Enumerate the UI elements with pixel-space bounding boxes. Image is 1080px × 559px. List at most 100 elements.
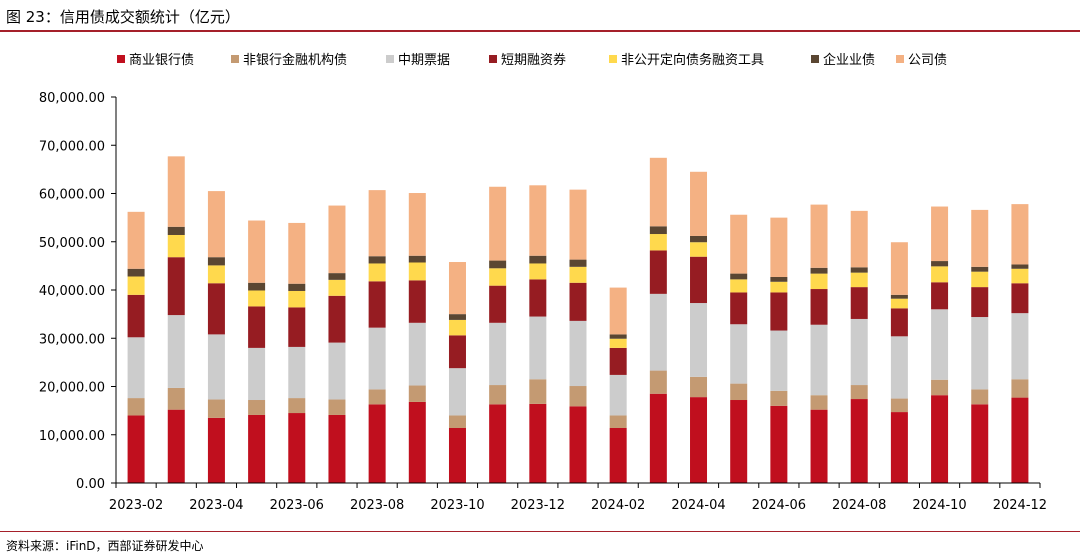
bar-segment-2024-07-s6 (810, 204, 828, 268)
x-tick-label: 2023-08 (350, 498, 404, 513)
bar-segment-2023-12-s5 (529, 255, 547, 264)
bar-segment-2023-09-s5 (408, 255, 426, 263)
bar-segment-2023-10-s5 (448, 314, 466, 320)
bar-segment-2023-11-s5 (489, 260, 507, 269)
bar-segment-2024-11-s4 (971, 271, 989, 288)
bar-segment-2023-05-s4 (248, 290, 266, 307)
bar-segment-2023-06-s1 (288, 398, 306, 414)
bar-segment-2023-06-s6 (288, 222, 306, 284)
bar-segment-2023-10-s2 (448, 368, 466, 416)
bar-segment-2024-02-s0 (609, 428, 627, 483)
legend-label: 企业业债 (823, 52, 875, 68)
bar-segment-2024-03-s3 (649, 250, 667, 294)
bar-segment-2023-03-s2 (167, 315, 185, 388)
bar-segment-2023-12-s2 (529, 316, 547, 380)
bar-segment-2024-05-s5 (730, 273, 748, 280)
legend-swatch (896, 55, 904, 63)
legend-swatch (231, 55, 239, 63)
x-tick-label: 2024-06 (752, 498, 806, 513)
bar-series-group (127, 156, 1029, 483)
bar-segment-2024-06-s4 (770, 281, 788, 293)
bar-segment-2024-01-s2 (569, 320, 587, 387)
bar-segment-2024-08-s5 (850, 267, 868, 273)
bar-segment-2023-09-s3 (408, 280, 426, 323)
bar-segment-2024-03-s5 (649, 226, 667, 235)
bar-segment-2024-11-s6 (971, 209, 989, 267)
bar-segment-2023-11-s2 (489, 322, 507, 386)
bar-segment-2024-01-s4 (569, 266, 587, 283)
bar-segment-2024-08-s6 (850, 210, 868, 268)
bar-segment-2023-06-s4 (288, 290, 306, 308)
bar-segment-2023-11-s6 (489, 186, 507, 261)
y-tick-label: 0.00 (76, 477, 105, 492)
bar-segment-2024-09-s3 (890, 308, 908, 337)
bar-segment-2024-12-s3 (1011, 283, 1029, 314)
y-tick-label: 80,000.00 (39, 91, 105, 106)
bar-segment-2023-05-s0 (248, 414, 266, 483)
bar-segment-2024-10-s4 (931, 266, 949, 283)
figure-header: 图 23：信用债成交额统计（亿元） (0, 0, 1080, 30)
bar-segment-2023-08-s4 (368, 263, 386, 282)
bar-segment-2024-09-s4 (890, 298, 908, 309)
bar-segment-2023-09-s1 (408, 385, 426, 402)
bar-segment-2023-09-s6 (408, 193, 426, 256)
bar-segment-2024-11-s0 (971, 404, 989, 483)
bar-segment-2023-02-s6 (127, 211, 145, 269)
bar-segment-2024-09-s1 (890, 398, 908, 413)
bottom-divider (0, 531, 1080, 532)
bar-segment-2023-06-s3 (288, 307, 306, 347)
bar-segment-2024-02-s1 (609, 415, 627, 428)
bar-segment-2023-10-s0 (448, 428, 466, 483)
bar-segment-2023-03-s6 (167, 156, 185, 227)
legend-swatch (117, 55, 125, 63)
bar-segment-2024-09-s0 (890, 412, 908, 483)
legend-label: 短期融资券 (501, 52, 566, 68)
bar-segment-2023-04-s4 (207, 265, 225, 284)
bar-segment-2024-11-s5 (971, 266, 989, 272)
source-note: 资料来源：iFinD，西部证券研发中心 (6, 539, 204, 553)
figure-title: 图 23：信用债成交额统计（亿元） (6, 8, 240, 26)
x-tick-label: 2024-04 (671, 498, 725, 513)
x-tick-label: 2024-10 (912, 498, 966, 513)
bar-segment-2024-06-s0 (770, 405, 788, 483)
x-tick-label: 2024-12 (993, 498, 1047, 513)
legend-label: 非银行金融机构债 (243, 52, 347, 68)
bar-segment-2023-07-s4 (328, 279, 346, 296)
bar-segment-2024-01-s3 (569, 282, 587, 321)
bar-segment-2024-06-s5 (770, 276, 788, 282)
bar-segment-2023-04-s6 (207, 191, 225, 258)
y-tick-label: 30,000.00 (39, 332, 105, 347)
bar-segment-2023-06-s5 (288, 283, 306, 291)
bar-segment-2024-08-s2 (850, 318, 868, 386)
bar-segment-2024-02-s6 (609, 287, 627, 335)
bar-segment-2024-06-s6 (770, 217, 788, 277)
bar-segment-2024-10-s1 (931, 379, 949, 396)
bar-segment-2023-08-s3 (368, 281, 386, 328)
x-tick-label: 2023-06 (270, 498, 324, 513)
bar-segment-2024-03-s2 (649, 293, 667, 371)
bar-segment-2023-10-s1 (448, 415, 466, 428)
y-tick-label: 50,000.00 (39, 236, 105, 251)
bar-segment-2023-08-s6 (368, 190, 386, 257)
bar-segment-2023-02-s1 (127, 398, 145, 416)
bar-segment-2023-11-s4 (489, 268, 507, 286)
bar-segment-2024-05-s0 (730, 400, 748, 483)
bar-segment-2023-07-s0 (328, 414, 346, 483)
bar-segment-2024-05-s6 (730, 214, 748, 274)
bar-segment-2024-12-s2 (1011, 313, 1029, 380)
bar-segment-2023-04-s0 (207, 417, 225, 483)
bar-segment-2024-10-s0 (931, 395, 949, 483)
bar-segment-2023-07-s2 (328, 342, 346, 400)
bar-segment-2024-11-s3 (971, 287, 989, 318)
bar-segment-2023-09-s4 (408, 262, 426, 281)
bar-segment-2023-02-s3 (127, 294, 145, 338)
bar-segment-2024-07-s5 (810, 267, 828, 274)
legend-swatch (386, 55, 394, 63)
x-tick-label: 2023-12 (511, 498, 565, 513)
bar-segment-2023-02-s5 (127, 268, 145, 277)
legend-swatch (609, 55, 617, 63)
bar-segment-2024-05-s4 (730, 279, 748, 293)
legend-swatch (811, 55, 819, 63)
bar-segment-2023-04-s5 (207, 257, 225, 266)
bar-segment-2023-11-s3 (489, 285, 507, 323)
